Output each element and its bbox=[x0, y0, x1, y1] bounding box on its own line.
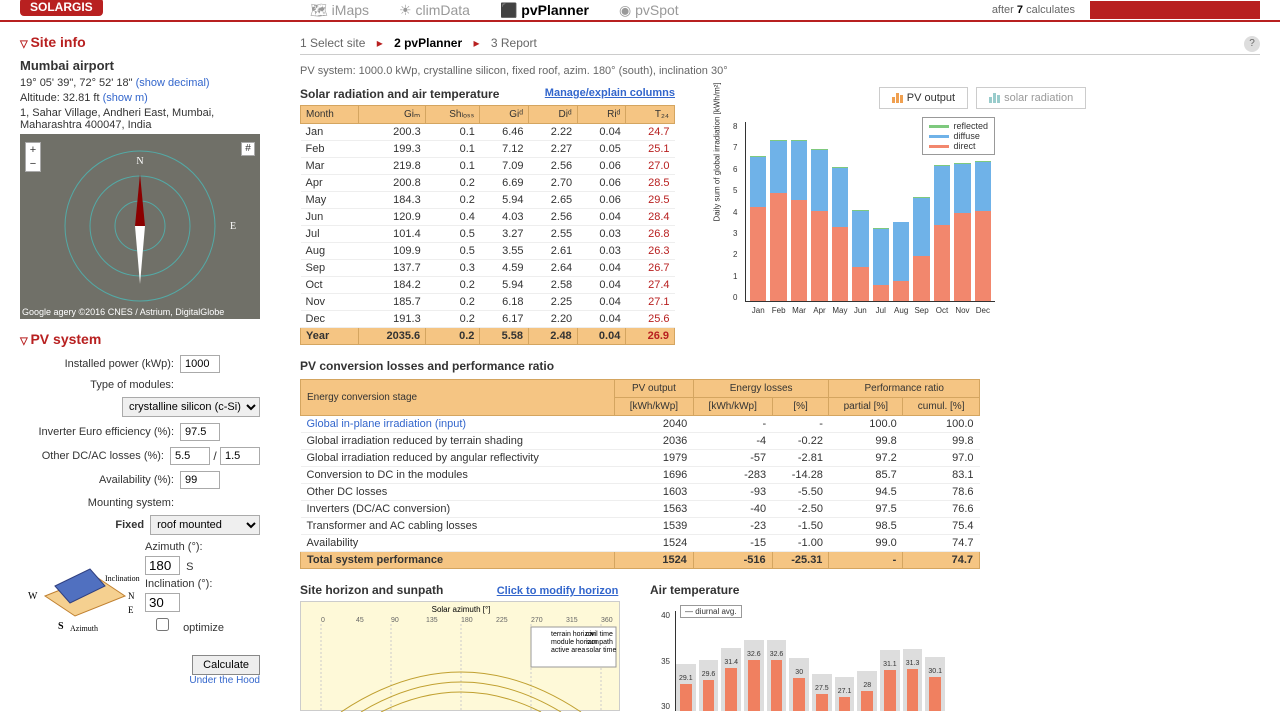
help-icon[interactable]: ? bbox=[1244, 36, 1260, 52]
dcac-label: Other DC/AC losses (%): bbox=[20, 450, 170, 462]
pv-system-header[interactable]: PV system bbox=[20, 331, 260, 347]
sunpath-title: Site horizon and sunpath Click to modify… bbox=[300, 583, 620, 597]
logo: SOLARGIS bbox=[20, 0, 103, 16]
optimize-checkbox[interactable] bbox=[145, 618, 180, 631]
solar-table: MonthGiₘShₗₒₛₛGiᵈDiᵈRiᵈT₂₄Jan200.30.16.4… bbox=[300, 105, 675, 345]
calculate-button[interactable]: Calculate bbox=[192, 655, 260, 675]
svg-text:solar time: solar time bbox=[586, 647, 616, 654]
dc-loss-input[interactable] bbox=[170, 447, 210, 465]
airtemp-title: Air temperature bbox=[650, 583, 950, 597]
incl-label: Inclination (°): bbox=[145, 578, 260, 590]
modules-select[interactable]: crystalline silicon (c-Si) bbox=[122, 397, 260, 417]
radiation-chart: Daily sum of global irradiation [kWh/m²]… bbox=[725, 117, 995, 317]
site-coords: 19° 05' 39", 72° 52' 18" (show decimal) bbox=[20, 77, 260, 89]
under-hood-link[interactable]: Under the Hood bbox=[20, 675, 260, 686]
perf-table: Energy conversion stagePV outputEnergy l… bbox=[300, 379, 980, 569]
breadcrumb: ? 1 Select site ▸ 2 pvPlanner ▸ 3 Report bbox=[300, 32, 1260, 55]
upgrade-button[interactable] bbox=[1090, 1, 1260, 19]
airtemp-chart: — diurnal avg. 403530 29.129.631.432.632… bbox=[650, 601, 950, 711]
mount-diagram bbox=[20, 541, 140, 636]
incl-input[interactable] bbox=[145, 593, 180, 612]
svg-text:45: 45 bbox=[356, 617, 364, 624]
nav-climdata[interactable]: ☀ climData bbox=[399, 2, 470, 19]
svg-text:270: 270 bbox=[531, 617, 543, 624]
calc-counter: after 7 calculates bbox=[992, 4, 1075, 16]
bc-step2[interactable]: 2 pvPlanner bbox=[394, 36, 462, 50]
perf-title: PV conversion losses and performance rat… bbox=[300, 359, 1260, 373]
svg-text:90: 90 bbox=[391, 617, 399, 624]
show-decimal-link[interactable]: (show decimal) bbox=[136, 77, 210, 89]
svg-text:315: 315 bbox=[566, 617, 578, 624]
top-nav: 🗺 iMaps ☀ climData ⬛ pvPlanner ◉ pvSpot bbox=[310, 2, 679, 19]
bc-step1[interactable]: 1 Select site bbox=[300, 36, 365, 50]
tab-pv-output[interactable]: PV output bbox=[879, 87, 968, 109]
modules-label: Type of modules: bbox=[20, 379, 180, 391]
site-map[interactable]: +− # Google agery ©2016 CNES / Astrium, … bbox=[20, 134, 260, 319]
avail-input[interactable] bbox=[180, 471, 220, 489]
mount-fixed-label: Fixed bbox=[20, 519, 150, 531]
bc-step3[interactable]: 3 Report bbox=[491, 36, 537, 50]
map-zoom[interactable]: +− bbox=[25, 142, 41, 172]
site-name: Mumbai airport bbox=[20, 58, 260, 73]
nav-pvplanner[interactable]: ⬛ pvPlanner bbox=[500, 2, 589, 19]
avail-label: Availability (%): bbox=[20, 474, 180, 486]
site-info-header[interactable]: Site info bbox=[20, 34, 260, 50]
pv-summary: PV system: 1000.0 kWp, crystalline silic… bbox=[300, 55, 1260, 87]
ac-loss-input[interactable] bbox=[220, 447, 260, 465]
nav-imaps[interactable]: 🗺 iMaps bbox=[310, 2, 369, 19]
map-attribution: Google agery ©2016 CNES / Astrium, Digit… bbox=[22, 307, 224, 317]
modify-horizon-link[interactable]: Click to modify horizon bbox=[497, 585, 619, 597]
inverter-input[interactable] bbox=[180, 423, 220, 441]
show-m-link[interactable]: (show m) bbox=[103, 92, 148, 104]
manage-columns-link[interactable]: Manage/explain columns bbox=[545, 87, 675, 99]
tab-solar-radiation[interactable]: solar radiation bbox=[976, 87, 1086, 109]
svg-text:360: 360 bbox=[601, 617, 613, 624]
mount-label: Mounting system: bbox=[20, 497, 180, 509]
svg-text:225: 225 bbox=[496, 617, 508, 624]
azimuth-label: Azimuth (°): bbox=[145, 541, 260, 553]
svg-text:180: 180 bbox=[461, 617, 473, 624]
svg-text:135: 135 bbox=[426, 617, 438, 624]
svg-text:0: 0 bbox=[321, 617, 325, 624]
mount-select[interactable]: roof mounted bbox=[150, 515, 260, 535]
nav-pvspot[interactable]: ◉ pvSpot bbox=[619, 2, 679, 19]
sunpath-chart[interactable]: Solar azimuth [°] 0 45 90 135 180 225 270 315 36… bbox=[300, 601, 620, 711]
installed-power-label: Installed power (kWp): bbox=[20, 358, 180, 370]
inverter-label: Inverter Euro efficiency (%): bbox=[20, 426, 180, 438]
svg-text:active area: active area bbox=[551, 647, 585, 654]
svg-text:civil time: civil time bbox=[586, 631, 613, 638]
map-type[interactable]: # bbox=[241, 142, 255, 156]
azimuth-input[interactable] bbox=[145, 556, 180, 575]
svg-text:Solar azimuth [°]: Solar azimuth [°] bbox=[432, 605, 491, 614]
installed-power-input[interactable] bbox=[180, 355, 220, 373]
site-altitude: Altitude: 32.81 ft (show m) bbox=[20, 92, 260, 104]
svg-text:sun path: sun path bbox=[586, 639, 613, 646]
site-address: 1, Sahar Village, Andheri East, Mumbai, … bbox=[20, 107, 260, 131]
solar-table-title: Solar radiation and air temperature Mana… bbox=[300, 87, 675, 101]
